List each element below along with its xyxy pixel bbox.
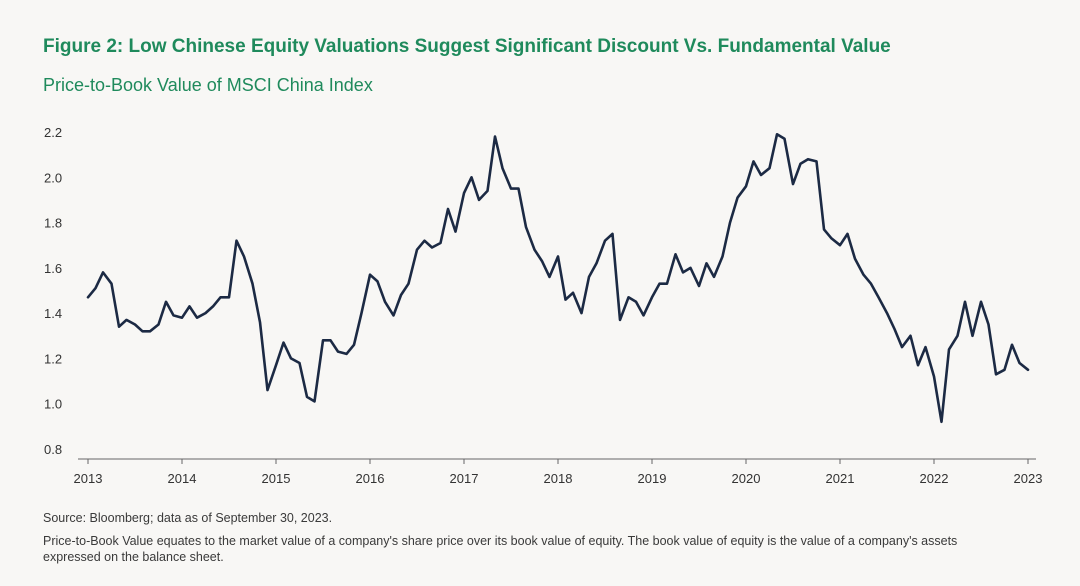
x-tick-label: 2018: [544, 471, 573, 486]
x-tick-label: 2023: [1014, 471, 1043, 486]
x-tick-label: 2015: [262, 471, 291, 486]
y-tick-label: 1.0: [44, 397, 62, 412]
x-tick-label: 2014: [168, 471, 197, 486]
figure-title: Figure 2: Low Chinese Equity Valuations …: [43, 36, 891, 57]
y-tick-label: 1.2: [44, 351, 62, 366]
x-tick-label: 2013: [74, 471, 103, 486]
x-tick-label: 2019: [638, 471, 667, 486]
y-tick-label: 0.8: [44, 442, 62, 457]
x-tick-label: 2021: [826, 471, 855, 486]
x-tick-label: 2020: [732, 471, 761, 486]
y-tick-label: 1.4: [44, 306, 62, 321]
chart-subtitle: Price-to-Book Value of MSCI China Index: [43, 75, 373, 95]
x-tick-label: 2017: [450, 471, 479, 486]
y-tick-label: 1.6: [44, 261, 62, 276]
series-line-pb: [86, 133, 1030, 424]
x-tick-label: 2016: [356, 471, 385, 486]
x-axis-tick-marks: [87, 459, 1029, 464]
x-axis-ticks: 2013 2014 2015 2016 2017 2018 2019 2020 2021 2022…: [74, 471, 1043, 486]
x-tick-label: 2022: [920, 471, 949, 486]
line-chart: 0.81.01.21.41.61.82.02.2 2013 2014 2015 201…: [44, 125, 1043, 486]
source-note: Source: Bloomberg; data as of September …: [43, 511, 333, 525]
y-tick-label: 2.0: [44, 170, 62, 185]
definition-note: Price-to-Book Value equates to the marke…: [43, 534, 958, 564]
y-tick-label: 1.8: [44, 216, 62, 231]
y-tick-label: 2.2: [44, 125, 62, 140]
y-axis-ticks: 0.8 1.0 1.2 1.4 1.6 1.8 2.0 2.2: [44, 125, 62, 457]
